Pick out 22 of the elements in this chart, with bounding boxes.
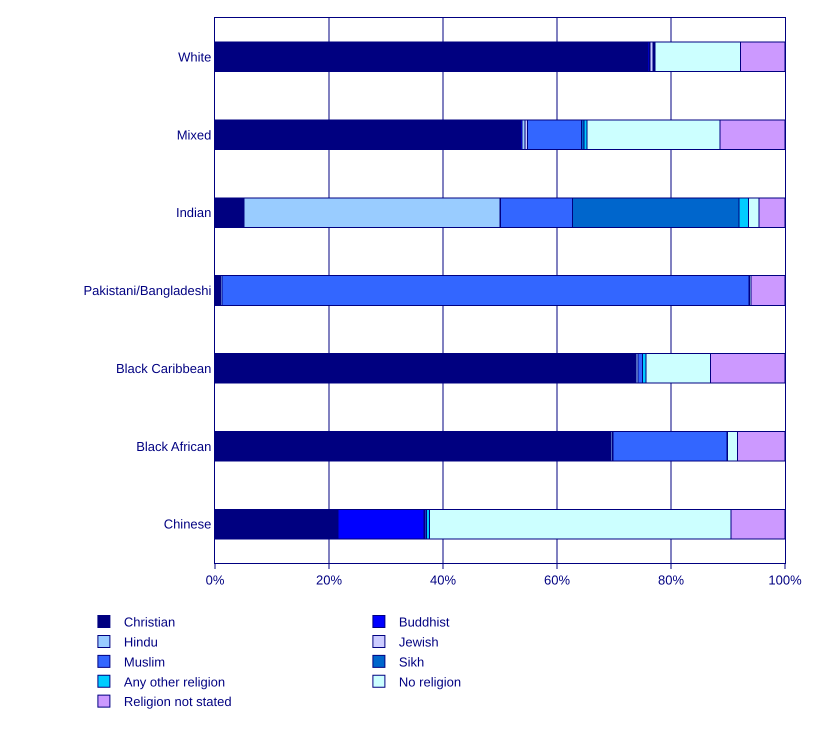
x-tick-label: 20%: [316, 572, 342, 588]
y-tick-label: Black Caribbean: [116, 360, 212, 376]
legend-label: Christian: [124, 614, 176, 630]
legend-label: Any other religion: [124, 674, 226, 690]
legend-label: Jewish: [398, 634, 439, 650]
y-tick-label: Mixed: [176, 127, 212, 142]
x-tick-label: 80%: [658, 572, 684, 588]
y-tick-label: Indian: [176, 205, 212, 220]
y-tick-label: Chinese: [164, 516, 212, 532]
legend-label: Hindu: [124, 634, 158, 650]
legend-label: No religion: [398, 674, 462, 690]
x-tick-label: 100%: [768, 572, 802, 588]
x-tick-label: 60%: [544, 572, 570, 588]
legend-label: Muslim: [124, 654, 166, 670]
y-tick-label: White: [178, 49, 212, 64]
legend-label: Sikh: [398, 654, 424, 670]
x-tick-label: 40%: [430, 572, 456, 588]
y-tick-label: Pakistani/Bangladeshi: [83, 283, 212, 298]
y-tick-label: Black African: [136, 438, 212, 454]
x-tick-label: 0%: [206, 572, 225, 588]
legend-label: Religion not stated: [124, 694, 232, 710]
legend-label: Buddhist: [398, 614, 450, 630]
